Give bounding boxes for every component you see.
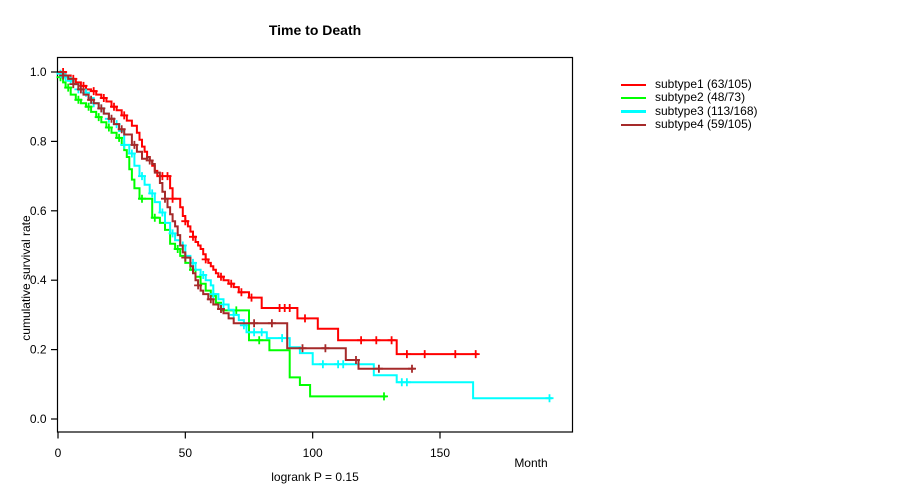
plot-border xyxy=(56,56,574,433)
x-tick-label: 100 xyxy=(303,446,323,460)
y-tick-label: 0.8 xyxy=(30,134,47,148)
legend-item-label: subtype3 (113/168) xyxy=(655,103,758,118)
legend-item: subtype2 (48/73) xyxy=(621,90,758,105)
x-axis-label: Month xyxy=(514,456,548,470)
y-tick-label: 1.0 xyxy=(30,65,47,79)
legend-line-swatch xyxy=(621,83,646,86)
legend-item-label: subtype4 (59/105) xyxy=(655,117,752,132)
x-tick-label: 50 xyxy=(179,446,193,460)
x-tick-label: 150 xyxy=(430,446,450,460)
survival-curve-1 xyxy=(58,71,479,356)
y-tick-label: 0.2 xyxy=(30,343,47,357)
legend-line-swatch xyxy=(621,96,646,100)
chart-title: Time to Death xyxy=(268,22,362,38)
legend-line-swatch xyxy=(621,123,646,127)
legend-item: subtype1 (63/105) xyxy=(621,77,758,91)
y-tick-label: 0.0 xyxy=(30,412,47,426)
legend-line-swatch xyxy=(621,110,646,113)
legend-item-label: subtype1 (63/105) xyxy=(655,77,752,91)
survival-curve-2 xyxy=(58,71,387,398)
y-tick-label: 0.4 xyxy=(30,273,47,287)
x-tick-label: 0 xyxy=(55,446,62,460)
legend: subtype1 (63/105) subtype2 (48/73) subtype… xyxy=(621,77,758,132)
legend-item-label: subtype2 (48/73) xyxy=(655,90,746,105)
logrank-annotation: logrank P = 0.15 xyxy=(271,470,359,484)
legend-item: subtype4 (59/105) xyxy=(621,117,758,132)
y-tick-label: 0.6 xyxy=(30,204,47,218)
censor-marks-4 xyxy=(59,71,416,373)
legend-item: subtype3 (113/168) xyxy=(621,103,758,118)
